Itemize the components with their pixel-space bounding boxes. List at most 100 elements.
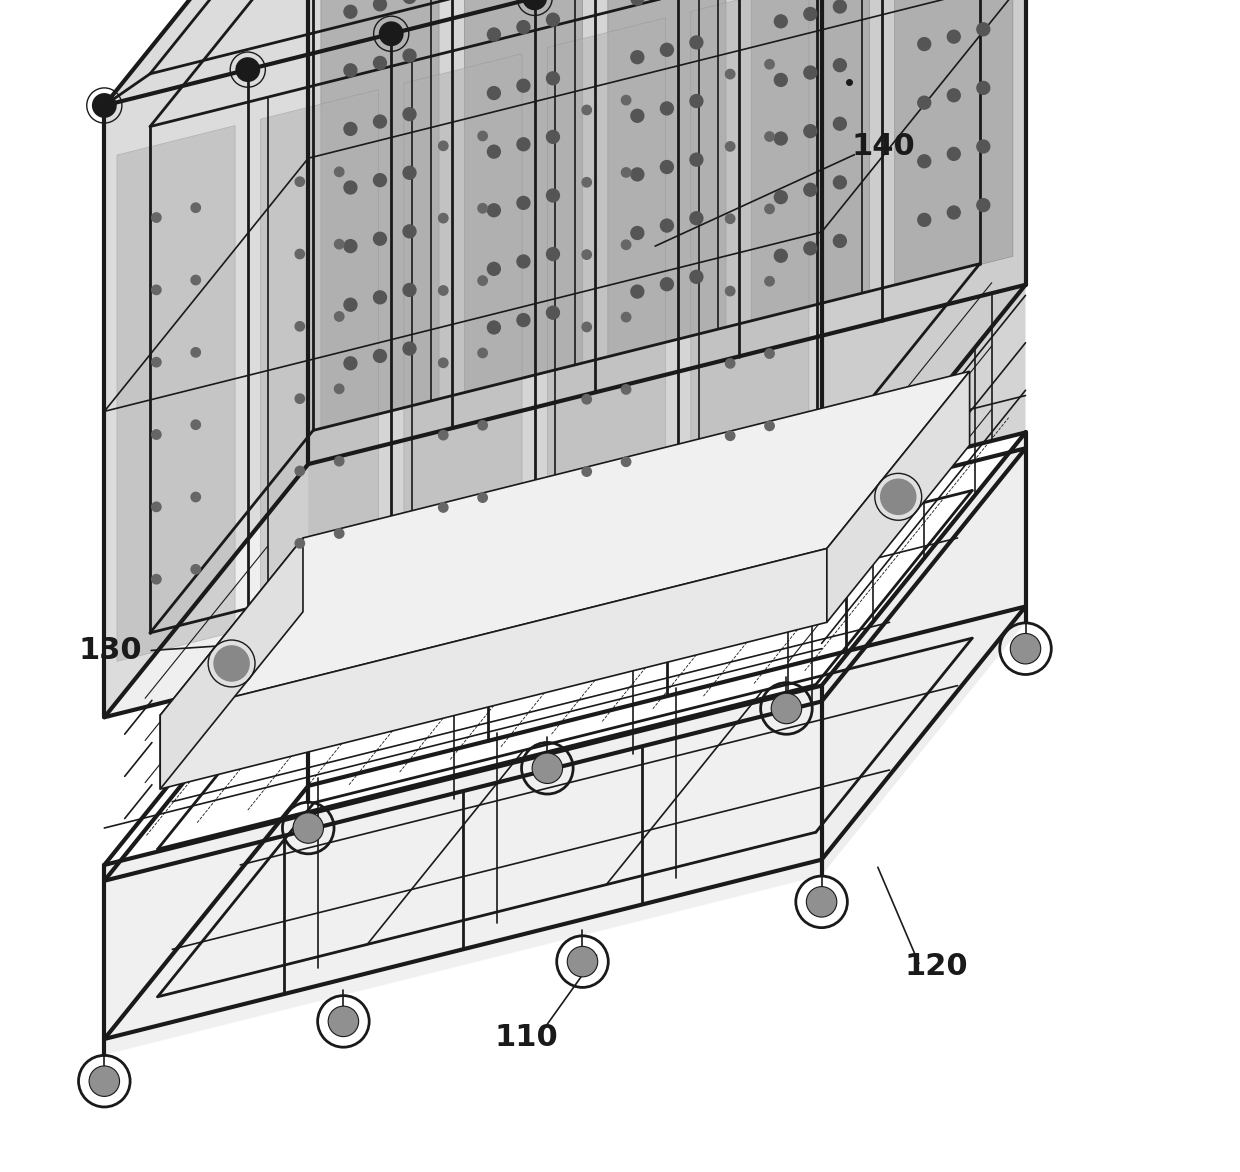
- Circle shape: [191, 203, 201, 212]
- Circle shape: [582, 322, 591, 332]
- Circle shape: [582, 466, 591, 476]
- Polygon shape: [404, 54, 522, 590]
- Circle shape: [487, 28, 500, 41]
- Circle shape: [833, 176, 847, 189]
- Circle shape: [517, 255, 529, 268]
- Circle shape: [621, 384, 631, 394]
- Polygon shape: [160, 538, 303, 789]
- Polygon shape: [321, 0, 439, 429]
- Circle shape: [379, 22, 403, 46]
- Circle shape: [295, 321, 305, 331]
- Circle shape: [689, 36, 703, 49]
- Circle shape: [621, 313, 631, 322]
- Circle shape: [547, 189, 559, 202]
- Circle shape: [403, 342, 415, 355]
- Circle shape: [977, 23, 990, 36]
- Circle shape: [517, 80, 529, 93]
- Polygon shape: [827, 372, 970, 622]
- Circle shape: [1011, 634, 1040, 663]
- Circle shape: [689, 271, 703, 284]
- Circle shape: [804, 66, 817, 79]
- Circle shape: [295, 539, 305, 548]
- Circle shape: [833, 117, 847, 130]
- Circle shape: [373, 173, 387, 186]
- Circle shape: [335, 168, 343, 177]
- Circle shape: [532, 754, 563, 784]
- Circle shape: [631, 226, 644, 239]
- Circle shape: [806, 886, 837, 917]
- Text: 130: 130: [78, 636, 143, 665]
- Circle shape: [547, 247, 559, 260]
- Circle shape: [343, 180, 357, 193]
- Circle shape: [631, 0, 644, 5]
- Circle shape: [725, 431, 735, 441]
- Circle shape: [403, 0, 415, 4]
- Circle shape: [236, 57, 259, 81]
- Circle shape: [774, 250, 787, 263]
- Circle shape: [582, 250, 591, 259]
- Circle shape: [517, 21, 529, 34]
- Circle shape: [631, 109, 644, 122]
- Circle shape: [804, 241, 817, 254]
- Circle shape: [582, 105, 591, 115]
- Circle shape: [918, 155, 931, 168]
- Circle shape: [765, 132, 774, 142]
- Circle shape: [765, 349, 774, 359]
- Polygon shape: [751, 0, 869, 321]
- Circle shape: [977, 198, 990, 212]
- Circle shape: [295, 250, 305, 259]
- Circle shape: [343, 6, 357, 19]
- Circle shape: [295, 466, 305, 476]
- Circle shape: [947, 148, 960, 161]
- Circle shape: [725, 142, 735, 151]
- Circle shape: [343, 123, 357, 135]
- Polygon shape: [260, 89, 378, 626]
- Circle shape: [689, 212, 703, 225]
- Circle shape: [343, 299, 357, 312]
- Circle shape: [439, 359, 448, 368]
- Circle shape: [804, 124, 817, 137]
- Circle shape: [477, 348, 487, 357]
- Polygon shape: [104, 0, 1025, 105]
- Circle shape: [631, 285, 644, 298]
- Circle shape: [487, 87, 500, 100]
- Polygon shape: [104, 0, 822, 717]
- Circle shape: [439, 286, 448, 295]
- Circle shape: [804, 7, 817, 20]
- Circle shape: [765, 421, 774, 430]
- Circle shape: [517, 138, 529, 151]
- Circle shape: [774, 15, 787, 28]
- Circle shape: [918, 213, 931, 226]
- Circle shape: [765, 204, 774, 213]
- Circle shape: [477, 204, 487, 213]
- Polygon shape: [104, 686, 822, 1055]
- Text: 140: 140: [852, 132, 915, 161]
- Circle shape: [439, 141, 448, 150]
- Circle shape: [403, 166, 415, 179]
- Circle shape: [765, 60, 774, 69]
- Circle shape: [343, 64, 357, 77]
- Circle shape: [477, 493, 487, 503]
- Circle shape: [439, 213, 448, 223]
- Circle shape: [523, 0, 547, 9]
- Circle shape: [477, 131, 487, 141]
- Circle shape: [191, 565, 201, 574]
- Circle shape: [833, 234, 847, 247]
- Circle shape: [403, 284, 415, 297]
- Circle shape: [621, 457, 631, 466]
- Circle shape: [621, 240, 631, 250]
- Circle shape: [191, 492, 201, 502]
- Circle shape: [487, 204, 500, 217]
- Circle shape: [977, 141, 990, 154]
- Circle shape: [373, 115, 387, 128]
- Circle shape: [880, 479, 916, 515]
- Circle shape: [774, 74, 787, 87]
- Circle shape: [947, 206, 960, 219]
- Circle shape: [295, 177, 305, 186]
- Circle shape: [439, 503, 448, 512]
- Circle shape: [151, 502, 161, 511]
- Polygon shape: [160, 372, 970, 715]
- Circle shape: [335, 456, 343, 465]
- Circle shape: [329, 1006, 358, 1037]
- Circle shape: [567, 947, 598, 976]
